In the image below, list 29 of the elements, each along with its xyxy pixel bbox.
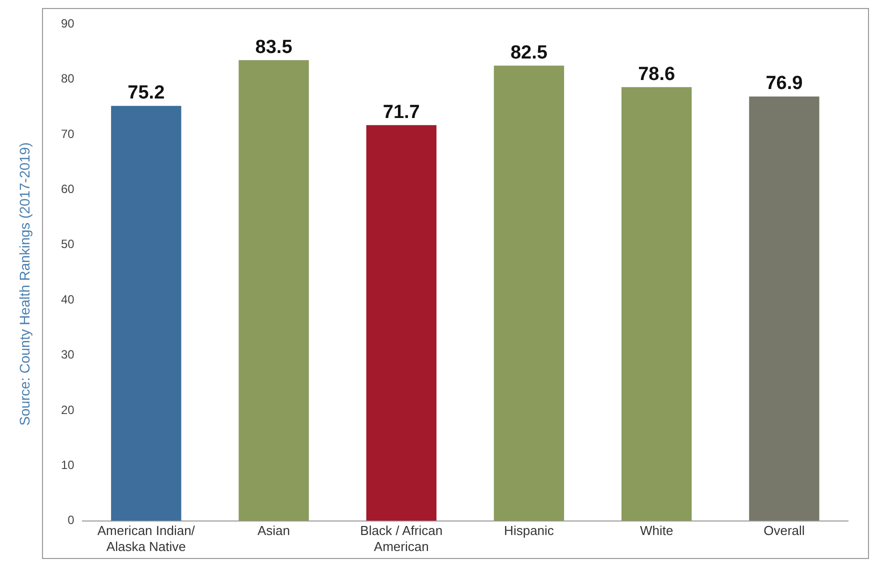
y-tick-label: 10 xyxy=(60,458,75,472)
y-tick-label: 30 xyxy=(60,348,75,362)
x-tick-label: Asian xyxy=(257,523,290,538)
x-tick-label: Hispanic xyxy=(504,523,554,538)
y-tick-label: 90 xyxy=(60,16,75,31)
bar xyxy=(366,125,436,521)
bar xyxy=(494,66,564,521)
y-tick-label: 0 xyxy=(68,513,75,528)
data-label: 83.5 xyxy=(255,36,293,58)
source-note: Source: County Health Rankings (2017-2019) xyxy=(17,142,33,426)
bar xyxy=(238,60,309,521)
y-tick-label: 70 xyxy=(60,126,75,141)
y-tick-label: 20 xyxy=(60,402,75,417)
data-label: 75.2 xyxy=(128,82,165,104)
data-label: 76.9 xyxy=(766,73,803,94)
x-tick-label: American Indian/ Alaska Native xyxy=(97,523,196,554)
bar xyxy=(621,87,692,521)
x-tick-label: Overall xyxy=(764,523,805,538)
x-tick-label: White xyxy=(640,523,674,538)
y-tick-label: 40 xyxy=(60,292,75,306)
x-tick-label: Black / African American xyxy=(360,523,443,554)
y-tick-label: 80 xyxy=(60,72,75,86)
y-tick-label: 60 xyxy=(60,182,75,196)
y-tick-label: 50 xyxy=(60,237,75,252)
bar xyxy=(111,106,182,521)
data-label: 82.5 xyxy=(510,42,548,64)
bar xyxy=(749,96,820,521)
data-label: 71.7 xyxy=(382,102,420,123)
data-label: 78.6 xyxy=(638,64,676,85)
